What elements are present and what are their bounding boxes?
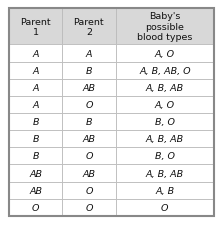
Bar — [62, 45, 116, 62]
Text: B: B — [32, 135, 39, 144]
Bar — [9, 45, 62, 62]
Text: A: A — [32, 49, 39, 58]
Text: O: O — [85, 152, 93, 161]
Text: A, B, AB, O: A, B, AB, O — [139, 66, 191, 75]
Text: A, O: A, O — [155, 101, 175, 110]
Bar — [9, 130, 62, 148]
Bar — [116, 45, 214, 62]
Bar — [62, 97, 116, 114]
Text: B: B — [32, 152, 39, 161]
Text: A, B, AB: A, B, AB — [146, 135, 184, 144]
Text: A: A — [32, 83, 39, 92]
Text: A: A — [32, 66, 39, 75]
Text: Baby's
possible
blood types: Baby's possible blood types — [137, 12, 192, 42]
Text: B: B — [86, 66, 92, 75]
Text: Parent
2: Parent 2 — [74, 18, 104, 37]
Text: A, B: A, B — [155, 186, 174, 195]
Bar — [116, 148, 214, 165]
Bar — [62, 130, 116, 148]
Text: AB: AB — [29, 186, 42, 195]
Bar — [62, 62, 116, 79]
Bar — [9, 97, 62, 114]
Text: A, B, AB: A, B, AB — [146, 169, 184, 178]
Bar — [62, 114, 116, 130]
Text: AB: AB — [83, 135, 95, 144]
Text: O: O — [85, 203, 93, 212]
Bar — [116, 114, 214, 130]
Bar — [9, 79, 62, 97]
Text: B, O: B, O — [155, 118, 175, 126]
Bar — [62, 9, 116, 45]
Text: A, B, AB: A, B, AB — [146, 83, 184, 92]
Text: B, O: B, O — [155, 152, 175, 161]
Text: O: O — [85, 186, 93, 195]
Bar — [116, 182, 214, 199]
Bar — [116, 62, 214, 79]
Bar — [9, 165, 62, 182]
Bar — [116, 199, 214, 216]
Bar — [62, 182, 116, 199]
Text: O: O — [32, 203, 39, 212]
Text: O: O — [161, 203, 169, 212]
Bar — [116, 9, 214, 45]
Bar — [9, 114, 62, 130]
Bar — [116, 130, 214, 148]
Bar — [9, 182, 62, 199]
Text: B: B — [32, 118, 39, 126]
Text: AB: AB — [83, 83, 95, 92]
Bar — [9, 199, 62, 216]
Text: AB: AB — [29, 169, 42, 178]
Bar — [9, 148, 62, 165]
Text: A, O: A, O — [155, 49, 175, 58]
Text: AB: AB — [83, 169, 95, 178]
Bar — [116, 97, 214, 114]
Text: B: B — [86, 118, 92, 126]
Text: Parent
1: Parent 1 — [20, 18, 51, 37]
Bar — [62, 199, 116, 216]
Text: A: A — [86, 49, 92, 58]
Bar — [116, 79, 214, 97]
Bar — [9, 62, 62, 79]
Bar — [116, 165, 214, 182]
Bar — [62, 79, 116, 97]
Text: A: A — [32, 101, 39, 110]
Text: O: O — [85, 101, 93, 110]
Bar — [62, 148, 116, 165]
Bar — [9, 9, 62, 45]
Bar — [62, 165, 116, 182]
